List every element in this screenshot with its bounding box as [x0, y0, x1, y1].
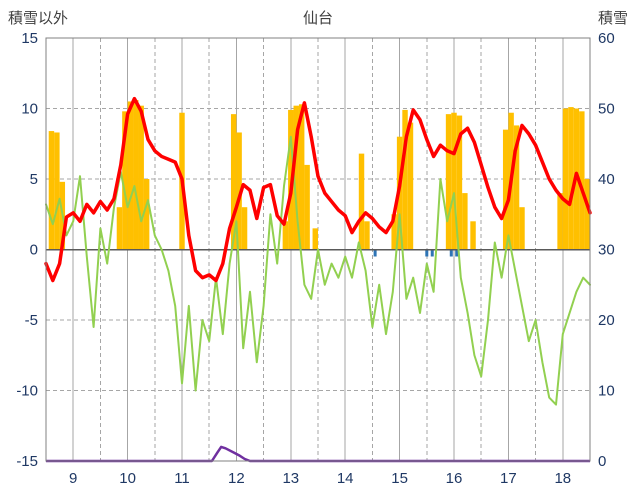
svg-text:-5: -5 — [25, 312, 38, 329]
svg-text:40: 40 — [598, 171, 615, 188]
left-axis-title: 積雪以外 — [8, 10, 69, 27]
x-axis-ticks: 9 10 11 12 13 14 15 16 17 18 — [69, 470, 571, 487]
right-axis-title: 積雪 — [597, 10, 628, 27]
plot-frame — [45, 37, 591, 462]
svg-text:9: 9 — [69, 470, 77, 487]
svg-text:10: 10 — [21, 101, 38, 118]
svg-text:60: 60 — [598, 30, 615, 47]
svg-text:30: 30 — [598, 242, 615, 259]
svg-text:12: 12 — [228, 470, 245, 487]
svg-text:5: 5 — [30, 171, 38, 188]
svg-text:18: 18 — [554, 470, 571, 487]
right-axis-ticks: 60 50 40 30 20 10 0 — [598, 30, 615, 470]
green-line-series — [45, 135, 591, 406]
svg-text:15: 15 — [391, 470, 408, 487]
left-axis-ticks: 15 10 5 0 -5 -10 -15 — [16, 30, 38, 470]
svg-text:10: 10 — [598, 383, 615, 400]
svg-text:17: 17 — [500, 470, 517, 487]
svg-text:10: 10 — [119, 470, 136, 487]
svg-text:-15: -15 — [16, 453, 38, 470]
chart-title: 仙台 — [302, 10, 333, 27]
purple-snow-line-series — [46, 445, 590, 463]
svg-text:11: 11 — [174, 470, 190, 487]
svg-text:-10: -10 — [16, 383, 38, 400]
svg-text:14: 14 — [337, 470, 354, 487]
svg-text:13: 13 — [282, 470, 299, 487]
svg-text:0: 0 — [598, 453, 606, 470]
svg-text:0: 0 — [30, 242, 38, 259]
svg-text:50: 50 — [598, 101, 615, 118]
blue-precip-ticks — [373, 250, 459, 257]
svg-text:15: 15 — [21, 30, 38, 47]
red-line-series — [44, 96, 592, 283]
svg-text:20: 20 — [598, 312, 615, 329]
svg-text:16: 16 — [446, 470, 463, 487]
